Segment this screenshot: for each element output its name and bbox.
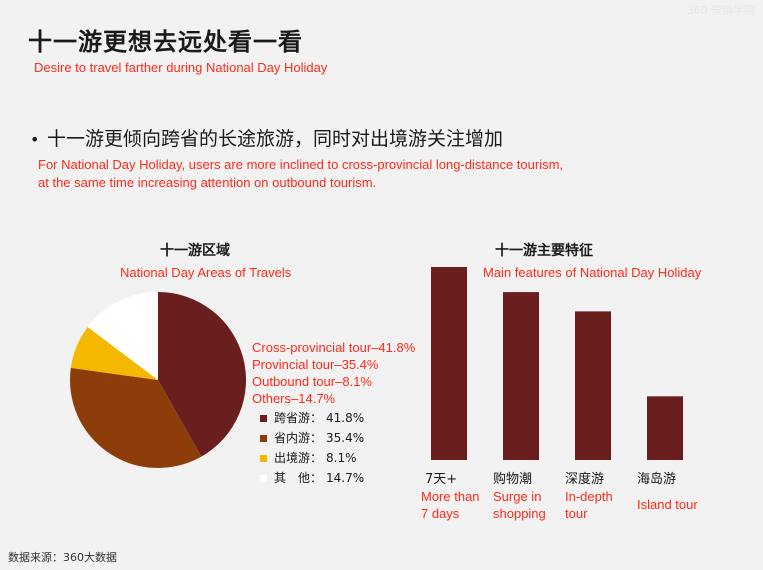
legend-value: 35.4% [326, 431, 365, 445]
brand-logo: 360 营销学院 [686, 4, 756, 17]
legend-value: 14.7% [326, 471, 365, 485]
bar-chart-title: 十一游主要特征 [495, 243, 593, 259]
bar-category-en: Island tour [637, 497, 698, 512]
pie-slice-0 [158, 292, 247, 457]
legend-label: 出境游： [274, 451, 323, 465]
legend-swatch [260, 474, 267, 482]
bar-category-en: In-depth [565, 489, 613, 504]
bar-category-cn: 购物潮 [493, 472, 533, 487]
legend-value: 41.8% [326, 411, 365, 425]
pie-slice-1 [70, 367, 202, 468]
legend-item: 其 他： 14.7% [260, 468, 364, 488]
legend-item: 省内游： 35.4% [260, 428, 364, 448]
bar-2 [575, 311, 611, 460]
legend-swatch [260, 414, 267, 422]
bullet-text-en-line2: at the same time increasing attention on… [38, 175, 377, 190]
pie-slice-2 [70, 326, 158, 380]
pie-legend: 跨省游： 41.8% 省内游： 35.4% 出境游： 8.1% 其 他： 14.7% [260, 408, 364, 488]
bar-category-en: 7 days [421, 506, 460, 521]
bar-category-en: More than [421, 489, 480, 504]
legend-label: 省内游： [274, 431, 323, 445]
pie-en-label: Cross-provincial tour–41.8% [252, 340, 416, 355]
legend-label: 其 他： [274, 471, 323, 485]
bar-category-label: 7天+ More than 7 days [421, 471, 501, 522]
bar-category-en: Surge in [493, 489, 542, 504]
pie-en-label: Provincial tour–35.4% [252, 357, 379, 372]
legend-item: 跨省游： 41.8% [260, 408, 364, 428]
bar-category-en: shopping [493, 506, 546, 521]
page-title: 十一游更想去远处看一看 [28, 28, 303, 56]
pie-en-label: Outbound tour–8.1% [252, 374, 372, 389]
bullet-text-en: For National Day Holiday, users are more… [38, 156, 598, 192]
bar-category-cn: 海岛游 [637, 472, 677, 487]
bar-3 [647, 396, 683, 460]
pie-slice-3 [87, 292, 158, 380]
bullet-text-en-line1: For National Day Holiday, users are more… [38, 157, 564, 172]
bullet-text-cn: 十一游更倾向跨省的长途旅游，同时对出境游关注增加 [47, 128, 504, 150]
bar-category-cn: 深度游 [565, 472, 605, 487]
pie-en-labels: Cross-provincial tour–41.8% Provincial t… [252, 339, 415, 407]
bar-1 [503, 292, 539, 460]
legend-item: 出境游： 8.1% [260, 448, 364, 468]
data-source: 数据来源：360大数据 [8, 551, 117, 564]
page-subtitle-en: Desire to travel farther during National… [34, 60, 328, 75]
bar-0 [431, 267, 467, 460]
legend-label: 跨省游： [274, 411, 323, 425]
bar-chart-title-en: Main features of National Day Holiday [483, 265, 702, 280]
legend-value: 8.1% [326, 451, 357, 465]
bullet-dot: • [30, 130, 40, 149]
pie-en-label: Others–14.7% [252, 391, 336, 406]
bar-category-label: 购物潮 Surge in shopping [493, 471, 573, 522]
bar-category-en: tour [565, 506, 588, 521]
legend-swatch [260, 434, 267, 442]
legend-swatch [260, 454, 267, 462]
bar-category-cn: 7天+ [425, 472, 458, 487]
pie-chart-title-en: National Day Areas of Travels [120, 265, 292, 280]
pie-chart-title: 十一游区域 [160, 243, 230, 259]
bar-category-label: 海岛游 Island tour [637, 471, 717, 513]
bar-category-label: 深度游 In-depth tour [565, 471, 645, 522]
